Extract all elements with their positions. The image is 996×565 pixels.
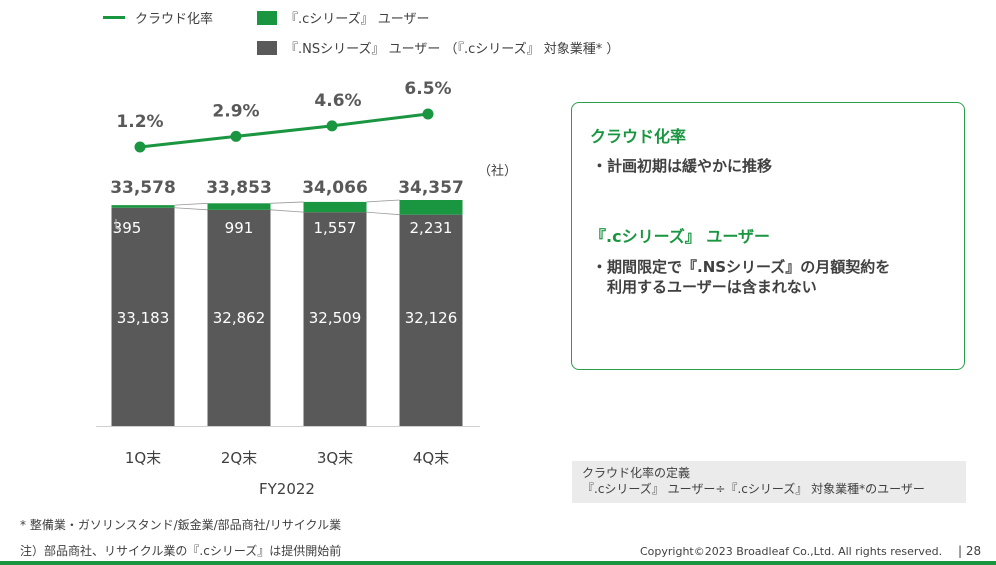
legend-c-series-swatch	[257, 10, 277, 25]
bar-ns-series	[111, 207, 175, 426]
data-label-ns-series: 32,862	[213, 309, 266, 327]
info-bullet-c-series-line1: ・期間限定で『.NSシリーズ』の月額契約を	[592, 258, 891, 276]
bar-ns-series	[399, 214, 463, 426]
cloud-rate-point	[230, 130, 242, 142]
copyright: Copyright©2023 Broadleaf Co.,Ltd. All ri…	[640, 545, 943, 558]
legend-line-swatch	[103, 16, 125, 19]
cloud-rate-point	[326, 120, 338, 132]
data-label-c-series: 2,231	[410, 219, 453, 237]
connector-line-mid	[366, 211, 400, 216]
bar-c-series	[303, 201, 367, 213]
leader-line-c-series	[115, 219, 122, 231]
bar-c-series	[111, 205, 175, 208]
legend-cloud-rate: クラウド化率	[103, 8, 213, 27]
data-label-total: 33,853	[206, 178, 272, 198]
legend-c-series-label: 『.cシリーズ』 ユーザー	[285, 12, 430, 27]
connector-line-top	[366, 199, 400, 203]
x-tick-label: 2Q末	[221, 449, 257, 467]
x-axis-label: FY2022	[259, 480, 315, 498]
info-heading-c-series: 『.cシリーズ』 ユーザー	[590, 227, 771, 246]
connector-line-top	[270, 201, 304, 204]
cloud-rate-line	[139, 112, 429, 149]
x-tick-label: 1Q末	[125, 449, 161, 467]
cloud-rate-chart: 395 991 1,557 2,231 33,183 32,862 32,509 32,126…	[96, 79, 480, 498]
bar-c-series	[399, 200, 463, 215]
footnote-not-launched: 注）部品商社、リサイクル業の『.cシリーズ』は提供開始前	[20, 544, 342, 558]
bar-c-series	[207, 203, 271, 210]
data-label-c-series: 1,557	[314, 219, 357, 237]
definition-title: クラウド化率の定義	[582, 466, 691, 480]
cloud-rate-point	[422, 108, 434, 120]
legend-ns-series-label: 『.NSシリーズ』 ユーザー （『.cシリーズ』 対象業種* ）	[285, 42, 620, 57]
definition-box: クラウド化率の定義 『.cシリーズ』 ユーザー÷『.cシリーズ』 対象業種*のユ…	[572, 461, 966, 503]
x-tick-label: 3Q末	[317, 449, 353, 467]
footnote-industries: * 整備業・ガソリンスタンド/鈑金業/部品商社/リサイクル業	[20, 518, 342, 532]
info-box: クラウド化率 ・計画初期は緩やかに推移 『.cシリーズ』 ユーザー ・期間限定で…	[571, 102, 965, 370]
data-label-ns-series: 33,183	[117, 309, 170, 327]
connector-line-mid	[174, 207, 208, 211]
data-label-ns-series: 32,509	[309, 309, 362, 327]
info-heading-cloud-rate: クラウド化率	[590, 127, 687, 146]
cloud-rate-label: 2.9%	[212, 101, 259, 121]
data-label-c-series: 395	[113, 219, 142, 237]
cloud-rate-label: 4.6%	[314, 91, 361, 111]
data-label-total: 34,066	[302, 178, 368, 198]
footer-rule	[0, 561, 996, 565]
data-label-total: 33,578	[110, 178, 176, 198]
info-bullet-c-series-line2: 利用するユーザーは含まれない	[592, 278, 817, 296]
data-label-ns-series: 32,126	[405, 309, 458, 327]
connector-line-mid	[270, 209, 304, 213]
cloud-rate-point	[134, 141, 146, 153]
data-label-total: 34,357	[398, 178, 464, 198]
cloud-rate-label: 6.5%	[404, 79, 451, 99]
legend-ns-series: 『.NSシリーズ』 ユーザー （『.cシリーズ』 対象業種* ）	[257, 38, 619, 57]
bar-ns-series	[207, 209, 271, 426]
connector-line-top	[174, 202, 208, 206]
cloud-rate-label: 1.2%	[116, 112, 163, 132]
bar-ns-series	[303, 212, 367, 426]
definition-formula: 『.cシリーズ』 ユーザー÷『.cシリーズ』 対象業種*のユーザー	[582, 482, 925, 496]
x-tick-label: 4Q末	[413, 449, 449, 467]
unit-label: （社）	[478, 164, 518, 179]
page-number: | 28	[958, 544, 982, 558]
data-label-c-series: 991	[225, 219, 254, 237]
legend-ns-series-swatch	[257, 40, 277, 55]
info-bullet-cloud-rate: ・計画初期は緩やかに推移	[592, 157, 773, 175]
legend-c-series: 『.cシリーズ』 ユーザー	[257, 8, 430, 27]
legend-cloud-rate-label: クラウド化率	[135, 12, 214, 27]
